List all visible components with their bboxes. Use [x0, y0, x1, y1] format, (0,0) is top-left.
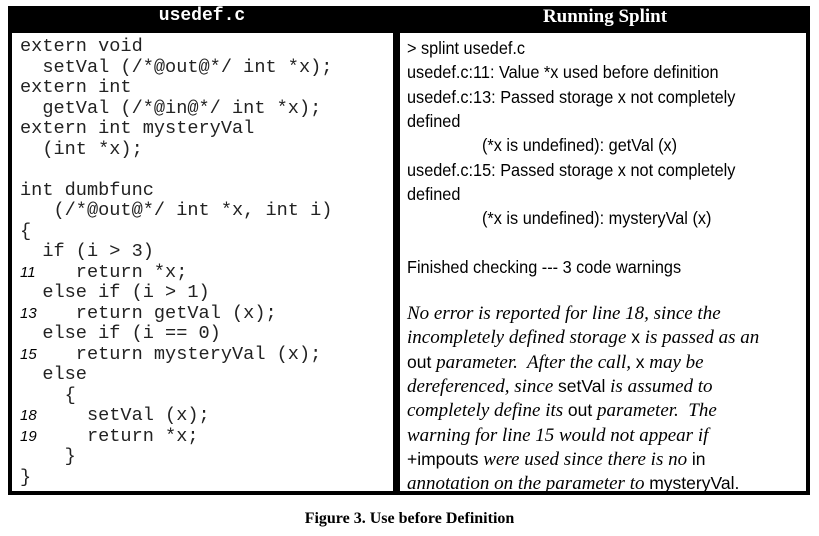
note-line: warning for line 15 would not appear if: [407, 424, 708, 447]
code-line: int dumbfunc: [20, 179, 154, 201]
code-line: else if (i == 0): [20, 323, 221, 344]
code-term: x: [635, 351, 645, 372]
output-line: (*x is undefined): mysteryVal (x): [482, 208, 712, 229]
line-number: 11: [20, 263, 36, 281]
output-line: usedef.c:13: Passed storage x not comple…: [407, 86, 736, 107]
code-listing: extern void setVal (/*@out@*/ int *x); ex…: [12, 33, 393, 491]
note-line: dereferenced, since setVal is assumed to: [407, 375, 713, 398]
code-term: setVal: [558, 375, 606, 396]
note-line: annotation on the parameter to mysteryVa…: [407, 472, 739, 495]
splint-output: > splint usedef.c usedef.c:11: Value *x u…: [400, 33, 806, 494]
note-line: out parameter. After the call, x may be: [407, 351, 704, 374]
code-line: }: [20, 466, 32, 488]
output-line: > splint usedef.c: [407, 38, 526, 58]
code-line: return *x;: [86, 425, 199, 447]
code-line: else: [20, 364, 87, 385]
code-line: extern int mysteryVal: [20, 118, 255, 139]
code-term: mysteryVal: [649, 473, 735, 494]
code-term: out: [567, 400, 593, 421]
code-line: if (i > 3): [20, 241, 154, 262]
code-line: (int *x);: [20, 138, 143, 160]
figure-table: usedef.c Running Splint extern void setV…: [8, 6, 810, 495]
output-line: usedef.c:15: Passed storage x not comple…: [407, 159, 736, 180]
note-text: parameter. The: [592, 400, 717, 422]
line-number: 13: [20, 304, 37, 322]
code-line: setVal (x);: [86, 405, 210, 426]
note-text: were used since there is no: [478, 448, 692, 470]
code-line: extern void: [20, 36, 143, 57]
note-line: incompletely defined storage x is passed…: [407, 326, 759, 349]
note-text: No error is reported for line 18, since …: [407, 303, 721, 324]
note-line: completely define its out parameter. The: [407, 399, 717, 422]
line-number: 19: [20, 427, 37, 445]
note-text: is assumed to: [605, 375, 713, 397]
note-text: annotation on the parameter to: [407, 473, 650, 495]
note-text: incompletely defined storage: [407, 327, 632, 349]
line-number: 18: [20, 407, 37, 424]
code-line: {: [20, 220, 32, 242]
code-line: getVal (/*@in@*/ int *x);: [20, 97, 322, 119]
note-text: dereferenced, since: [407, 375, 559, 397]
output-line: defined: [407, 110, 461, 131]
note-text: parameter. After the call,: [431, 351, 636, 373]
output-line: Finished checking --- 3 code warnings: [407, 256, 682, 277]
code-line: extern int: [20, 77, 132, 98]
code-line: setVal (/*@out@*/ int *x);: [20, 56, 333, 78]
note-line: No error is reported for line 18, since …: [407, 302, 721, 325]
line-number: 15: [20, 345, 37, 363]
code-panel-title: usedef.c: [158, 6, 246, 26]
note-text: completely define its: [407, 400, 568, 422]
note-text: is passed as an: [640, 327, 760, 349]
code-term: x: [631, 327, 640, 348]
code-term: +impouts: [407, 448, 479, 469]
code-term: out: [407, 351, 432, 372]
code-line: {: [20, 384, 76, 406]
output-line: defined: [407, 183, 461, 204]
code-line: (/*@out@*/ int *x, int i): [20, 200, 333, 221]
code-term: in: [691, 448, 706, 469]
code-term: .: [734, 473, 740, 494]
figure-caption: Figure 3. Use before Definition: [304, 510, 515, 527]
output-panel-title: Running Splint: [542, 6, 668, 27]
code-line: return mysteryVal (x);: [75, 343, 322, 365]
output-line: (*x is undefined): getVal (x): [482, 135, 678, 156]
code-line: else if (i > 1): [20, 282, 210, 303]
code-line: return getVal (x);: [75, 302, 277, 324]
note-line: +impouts were used since there is no in: [407, 448, 705, 471]
output-line: usedef.c:11: Value *x used before defini…: [407, 62, 719, 83]
note-text: may be: [644, 351, 704, 373]
code-line: return *x;: [75, 261, 188, 283]
code-line: }: [20, 446, 76, 467]
note-text: warning for line 15 would not appear if: [407, 424, 709, 446]
